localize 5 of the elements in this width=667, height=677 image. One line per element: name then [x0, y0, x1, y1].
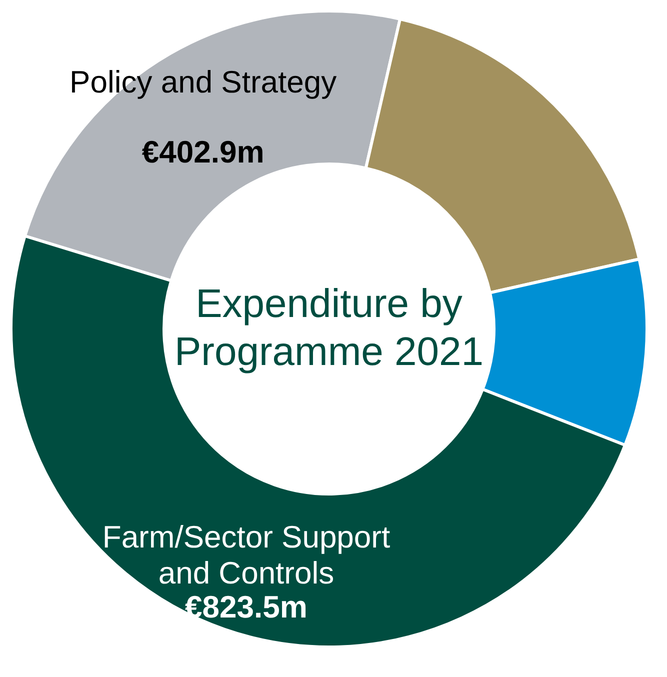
data-label: €402.9m [142, 134, 264, 170]
data-label: €823.5m [185, 589, 308, 624]
slice-label: Farm/Sector Support and Controls [102, 519, 390, 590]
text: Expenditure by Programme 2021 [174, 282, 484, 374]
slice-label: Policy and Strategy [70, 64, 338, 100]
